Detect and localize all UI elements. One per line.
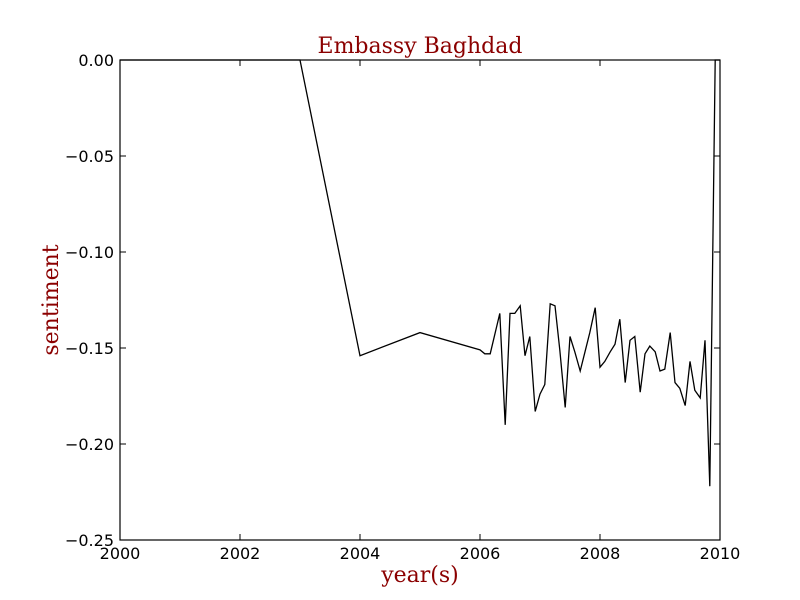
x-axis-label: year(s): [380, 563, 459, 588]
plot-frame: [119, 59, 721, 541]
series-line: [120, 59, 720, 487]
x-tick-label: 2000: [100, 544, 141, 563]
y-tick-label: −0.20: [65, 435, 114, 454]
y-tick-label: 0.00: [78, 51, 114, 70]
chart-title: Embassy Baghdad: [318, 34, 523, 59]
y-tick-label: −0.10: [65, 243, 114, 262]
y-tick-label: −0.15: [65, 339, 114, 358]
x-tick-label: 2004: [340, 544, 381, 563]
y-tick-label: −0.25: [65, 531, 114, 550]
plot-area: [120, 59, 720, 487]
y-tick-label: −0.05: [65, 147, 114, 166]
x-tick-label: 2006: [460, 544, 501, 563]
x-tick-label: 2008: [580, 544, 621, 563]
y-axis-label: sentiment: [39, 244, 64, 355]
ticks-layer: 2000 2002 2004 2006 2008 2010 0.00 −0.05 −0.10 −0…: [65, 51, 740, 563]
x-tick-label: 2002: [220, 544, 261, 563]
x-tick-label: 2010: [700, 544, 741, 563]
